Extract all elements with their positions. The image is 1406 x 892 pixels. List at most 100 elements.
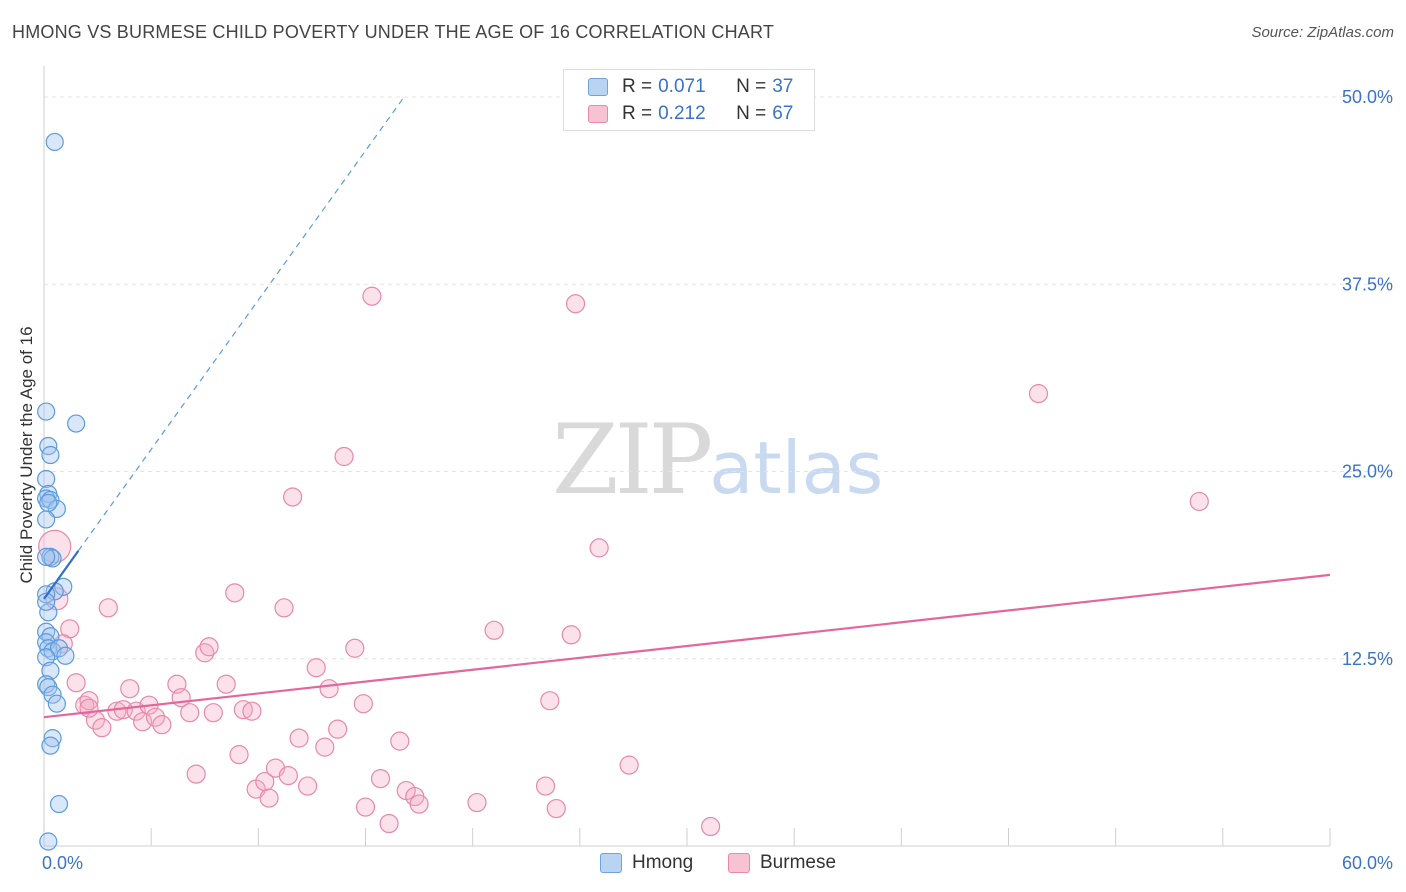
hmong-trendline bbox=[43, 550, 80, 600]
hmong-point bbox=[41, 490, 60, 510]
legend-item-burmese: Burmese bbox=[728, 852, 836, 874]
burmese-swatch bbox=[588, 105, 608, 123]
y-tick-label: 50.0% bbox=[1342, 87, 1393, 107]
hmong-point bbox=[37, 592, 56, 611]
burmese-point bbox=[225, 583, 245, 603]
hmong-point bbox=[43, 729, 62, 748]
burmese-n-value: 67 bbox=[772, 103, 794, 124]
burmese-point bbox=[98, 598, 118, 618]
legend-row-hmong: R = 0.071 N = 37 bbox=[588, 75, 793, 99]
burmese-point bbox=[619, 755, 639, 775]
burmese-point bbox=[186, 764, 206, 784]
hmong-point bbox=[45, 132, 64, 152]
y-tick-label: 12.5% bbox=[1342, 649, 1393, 669]
hmong-point bbox=[37, 648, 56, 667]
hmong-point bbox=[41, 445, 60, 465]
burmese-point bbox=[283, 487, 303, 507]
burmese-point bbox=[467, 792, 487, 813]
hmong-point bbox=[56, 646, 75, 665]
hmong-swatch bbox=[588, 78, 608, 96]
burmese-point bbox=[199, 637, 219, 657]
burmese-point bbox=[484, 620, 504, 640]
burmese-point bbox=[362, 286, 382, 306]
burmese-point bbox=[328, 719, 348, 739]
burmese-point bbox=[390, 731, 410, 751]
hmong-point bbox=[37, 510, 56, 529]
burmese-point bbox=[315, 737, 335, 757]
hmong-point bbox=[41, 736, 60, 755]
burmese-n-label: N = bbox=[736, 103, 767, 124]
burmese-point bbox=[79, 691, 99, 711]
hmong-point bbox=[39, 493, 58, 513]
burmese-point bbox=[152, 715, 172, 735]
hmong-point bbox=[43, 685, 62, 704]
burmese-point bbox=[1189, 491, 1209, 512]
x-tick-label: 0.0% bbox=[42, 853, 83, 873]
burmese-point bbox=[353, 694, 373, 714]
hmong-point bbox=[39, 832, 58, 851]
legend-item-hmong: Hmong bbox=[600, 852, 693, 874]
burmese-point bbox=[38, 529, 72, 564]
burmese-point bbox=[229, 745, 249, 765]
burmese-point bbox=[278, 765, 298, 786]
legend-row-burmese: R = 0.212 N = 67 bbox=[588, 102, 793, 126]
burmese-point bbox=[145, 707, 166, 727]
x-tick-label: 60.0% bbox=[1342, 853, 1393, 873]
watermark-atlas: atlas bbox=[709, 426, 884, 510]
burmese-point bbox=[66, 673, 86, 693]
hmong-r-label: R = bbox=[622, 76, 653, 97]
hmong-point bbox=[37, 675, 56, 694]
burmese-point bbox=[298, 776, 318, 796]
burmese-point bbox=[1028, 384, 1049, 404]
hmong-point bbox=[67, 414, 86, 433]
legend-hmong-swatch bbox=[600, 853, 622, 873]
burmese-r-label: R = bbox=[622, 103, 653, 124]
source-label: Source: ZipAtlas.com bbox=[1251, 24, 1394, 41]
burmese-point bbox=[120, 679, 140, 699]
legend-hmong-label: Hmong bbox=[632, 852, 694, 873]
hmong-point bbox=[37, 469, 56, 489]
hmong-point bbox=[37, 547, 56, 566]
hmong-point bbox=[49, 639, 69, 658]
burmese-point bbox=[345, 638, 365, 658]
burmese-point bbox=[561, 625, 581, 645]
hmong-point bbox=[43, 549, 62, 568]
burmese-point bbox=[216, 674, 236, 694]
burmese-point bbox=[370, 768, 391, 789]
hmong-r-value: 0.071 bbox=[658, 76, 706, 97]
burmese-point bbox=[92, 718, 112, 738]
burmese-point bbox=[334, 446, 354, 467]
burmese-point bbox=[203, 703, 223, 723]
burmese-r-value: 0.212 bbox=[658, 103, 706, 124]
burmese-point bbox=[259, 788, 279, 808]
burmese-point bbox=[274, 598, 294, 618]
watermark: ZIPatlas bbox=[552, 404, 883, 516]
hmong-point bbox=[37, 402, 56, 421]
burmese-point bbox=[379, 813, 399, 834]
y-tick-label: 37.5% bbox=[1342, 274, 1393, 294]
burmese-point bbox=[535, 776, 556, 796]
hmong-point bbox=[54, 577, 73, 596]
burmese-point bbox=[242, 701, 262, 721]
y-tick-label: 25.0% bbox=[1342, 462, 1393, 482]
burmese-point bbox=[546, 798, 566, 819]
hmong-n-label: N = bbox=[736, 76, 767, 97]
hmong-n-value: 37 bbox=[772, 76, 794, 97]
burmese-point bbox=[409, 794, 429, 814]
hmong-trendline-extension bbox=[77, 96, 405, 552]
burmese-trendline bbox=[43, 573, 1331, 719]
legend-burmese-label: Burmese bbox=[760, 852, 837, 873]
burmese-point bbox=[540, 691, 560, 711]
burmese-point bbox=[565, 294, 586, 314]
burmese-point bbox=[319, 679, 339, 699]
hmong-point bbox=[47, 694, 66, 713]
burmese-point bbox=[132, 712, 153, 732]
chart-title: HMONG VS BURMESE CHILD POVERTY UNDER THE… bbox=[12, 22, 775, 42]
burmese-point bbox=[79, 698, 99, 718]
burmese-point bbox=[289, 728, 309, 748]
hmong-point bbox=[49, 794, 69, 814]
watermark-zip: ZIP bbox=[552, 404, 713, 516]
legend-burmese-swatch bbox=[728, 853, 750, 873]
burmese-point bbox=[355, 797, 376, 817]
